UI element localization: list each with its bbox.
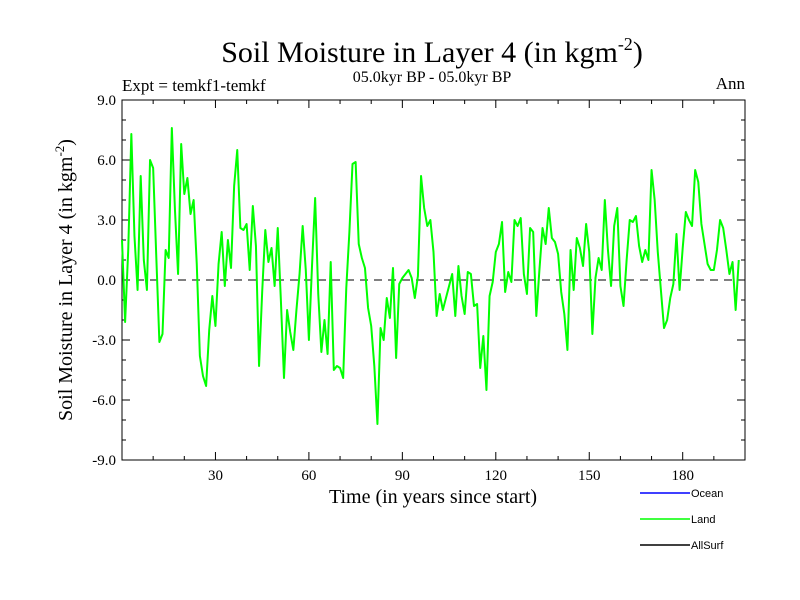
y-tick-label: 0.0	[97, 273, 116, 289]
x-tick-label: 120	[485, 468, 508, 484]
axis-ticks: -9.0 -6.0 -3.0 0.0 3.0 6.0 9.0 30 60 90 120 150 180	[92, 93, 745, 484]
y-tick-label: -9.0	[92, 453, 116, 469]
y-tick-label: 6.0	[97, 153, 116, 169]
legend-label-land: Land	[691, 514, 715, 526]
x-tick-label: 180	[671, 468, 694, 484]
legend-label-allsurf: AllSurf	[691, 540, 724, 552]
x-tick-label: 150	[578, 468, 601, 484]
x-tick-label: 60	[301, 468, 316, 484]
y-axis-label: Soil Moisture in Layer 4 (in kgm-2)	[52, 139, 77, 421]
series-line-land	[121, 127, 740, 425]
chart-subtitle: 05.0kyr BP - 05.0kyr BP	[353, 69, 512, 86]
legend: Ocean Land AllSurf	[640, 488, 724, 552]
y-tick-label: 3.0	[97, 213, 116, 229]
y-tick-label: -6.0	[92, 393, 116, 409]
experiment-label: Expt = temkf1-temkf	[122, 76, 266, 95]
y-tick-label: 9.0	[97, 93, 116, 109]
chart-title: Soil Moisture in Layer 4 (in kgm-2)	[221, 34, 643, 69]
legend-label-ocean: Ocean	[691, 488, 723, 500]
season-label: Ann	[716, 74, 746, 93]
y-tick-label: -3.0	[92, 333, 116, 349]
x-axis-label: Time (in years since start)	[329, 486, 537, 508]
x-tick-label: 30	[208, 468, 223, 484]
series-layer	[121, 127, 740, 425]
x-tick-label: 90	[395, 468, 410, 484]
